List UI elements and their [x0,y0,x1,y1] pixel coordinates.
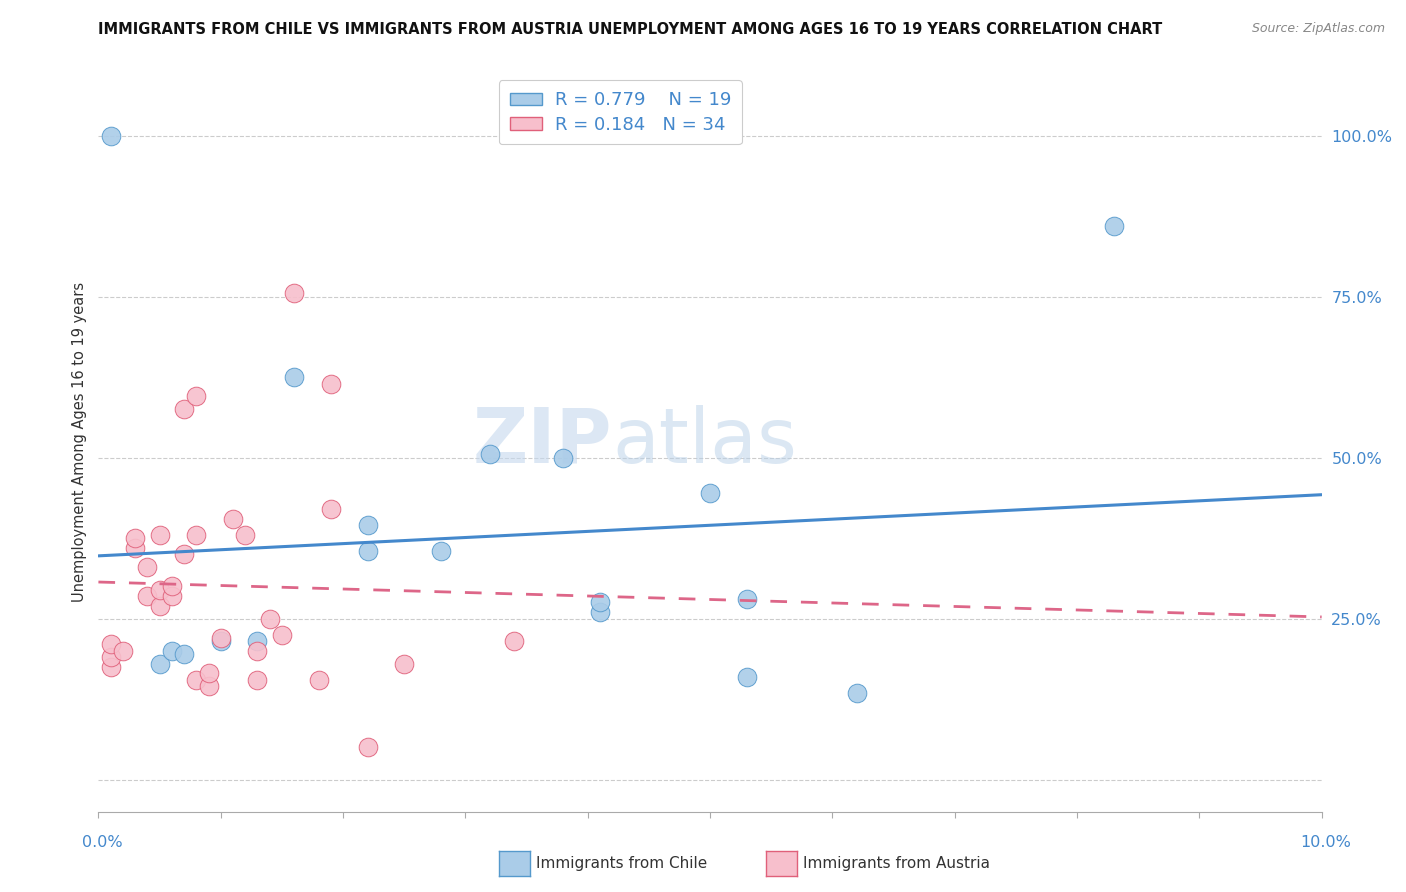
Point [136,589,159,603]
Point [270,628,292,642]
Point [308,673,330,687]
Point [136,560,159,574]
Point [197,666,219,681]
Point [735,669,758,683]
Point [319,502,342,516]
Point [209,631,232,645]
Point [283,370,305,384]
Point [100,650,122,665]
Text: Immigrants from Chile: Immigrants from Chile [536,856,707,871]
Point [160,579,183,593]
Point [111,644,134,658]
Point [222,512,245,526]
Point [233,528,256,542]
Point [430,544,453,558]
Point [149,599,172,613]
Point [356,740,378,755]
Point [503,634,526,648]
Point [124,531,146,545]
Text: 0.0%: 0.0% [83,836,122,850]
Point [259,611,281,625]
Point [845,685,868,699]
Point [149,657,172,671]
Point [100,128,122,143]
Point [186,389,208,403]
Legend: R = 0.779    N = 19, R = 0.184   N = 34: R = 0.779 N = 19, R = 0.184 N = 34 [499,80,742,145]
Point [392,657,416,671]
Point [100,660,122,674]
Point [246,634,269,648]
Point [186,528,208,542]
Point [209,634,232,648]
Point [160,589,183,603]
Point [100,637,122,651]
Point [699,486,721,500]
Point [160,644,183,658]
Point [246,673,269,687]
Point [173,547,195,561]
Text: atlas: atlas [612,405,797,478]
Point [186,673,208,687]
Text: Source: ZipAtlas.com: Source: ZipAtlas.com [1251,22,1385,36]
Point [246,644,269,658]
Point [1102,219,1125,233]
Text: 10.0%: 10.0% [1301,836,1351,850]
Point [319,376,342,391]
Point [173,647,195,661]
Point [356,544,378,558]
Point [149,582,172,597]
Text: Immigrants from Austria: Immigrants from Austria [803,856,990,871]
Point [589,605,612,619]
Point [149,528,172,542]
Point [553,450,575,465]
Text: IMMIGRANTS FROM CHILE VS IMMIGRANTS FROM AUSTRIA UNEMPLOYMENT AMONG AGES 16 TO 1: IMMIGRANTS FROM CHILE VS IMMIGRANTS FROM… [98,22,1163,37]
Point [197,679,219,693]
Point [124,541,146,555]
Point [356,518,378,533]
Point [478,447,501,461]
Point [173,402,195,417]
Text: ZIP: ZIP [472,405,612,478]
Point [589,595,612,609]
Point [735,592,758,607]
Y-axis label: Unemployment Among Ages 16 to 19 years: Unemployment Among Ages 16 to 19 years [72,282,87,601]
Point [283,286,305,301]
